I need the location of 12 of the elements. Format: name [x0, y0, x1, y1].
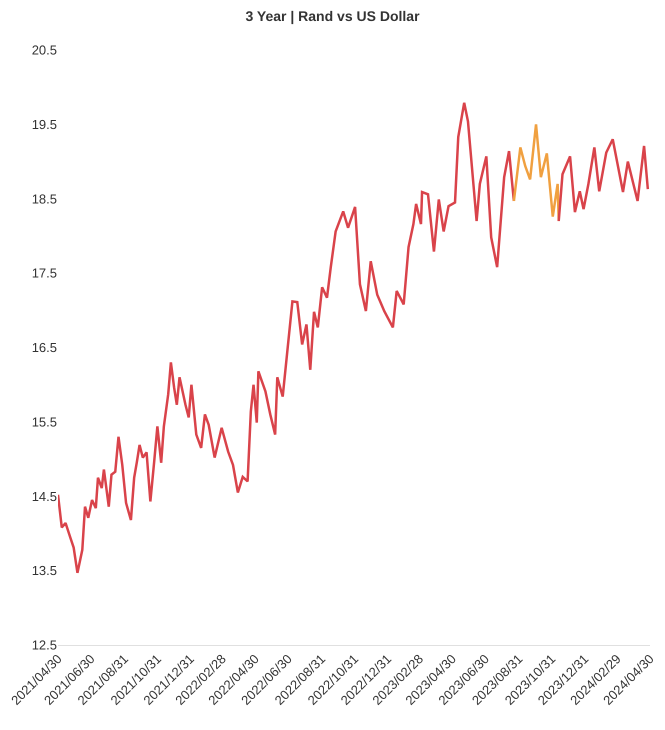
y-tick-label: 14.5 [32, 488, 57, 504]
y-tick-label: 17.5 [32, 266, 57, 281]
line-series [557, 138, 650, 222]
y-tick-label: 13.5 [32, 563, 57, 578]
y-tick-label: 15.5 [32, 414, 57, 430]
y-tick-label: 16.5 [32, 340, 57, 356]
y-tick-label: 18.5 [32, 191, 57, 206]
y-tick-label: 19.5 [32, 116, 57, 132]
y-tick-label: 20.5 [32, 42, 57, 58]
line-series [58, 102, 516, 574]
chart-title: 3 Year | Rand vs US Dollar [245, 8, 420, 25]
y-tick-label: 12.5 [32, 638, 57, 653]
